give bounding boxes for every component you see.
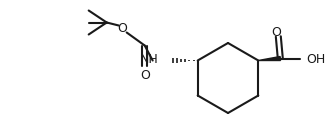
Text: O: O	[140, 69, 150, 82]
Text: OH: OH	[306, 53, 326, 66]
Text: O: O	[117, 22, 127, 35]
Text: NH: NH	[140, 53, 159, 66]
Polygon shape	[258, 57, 281, 60]
Text: O: O	[271, 26, 281, 39]
